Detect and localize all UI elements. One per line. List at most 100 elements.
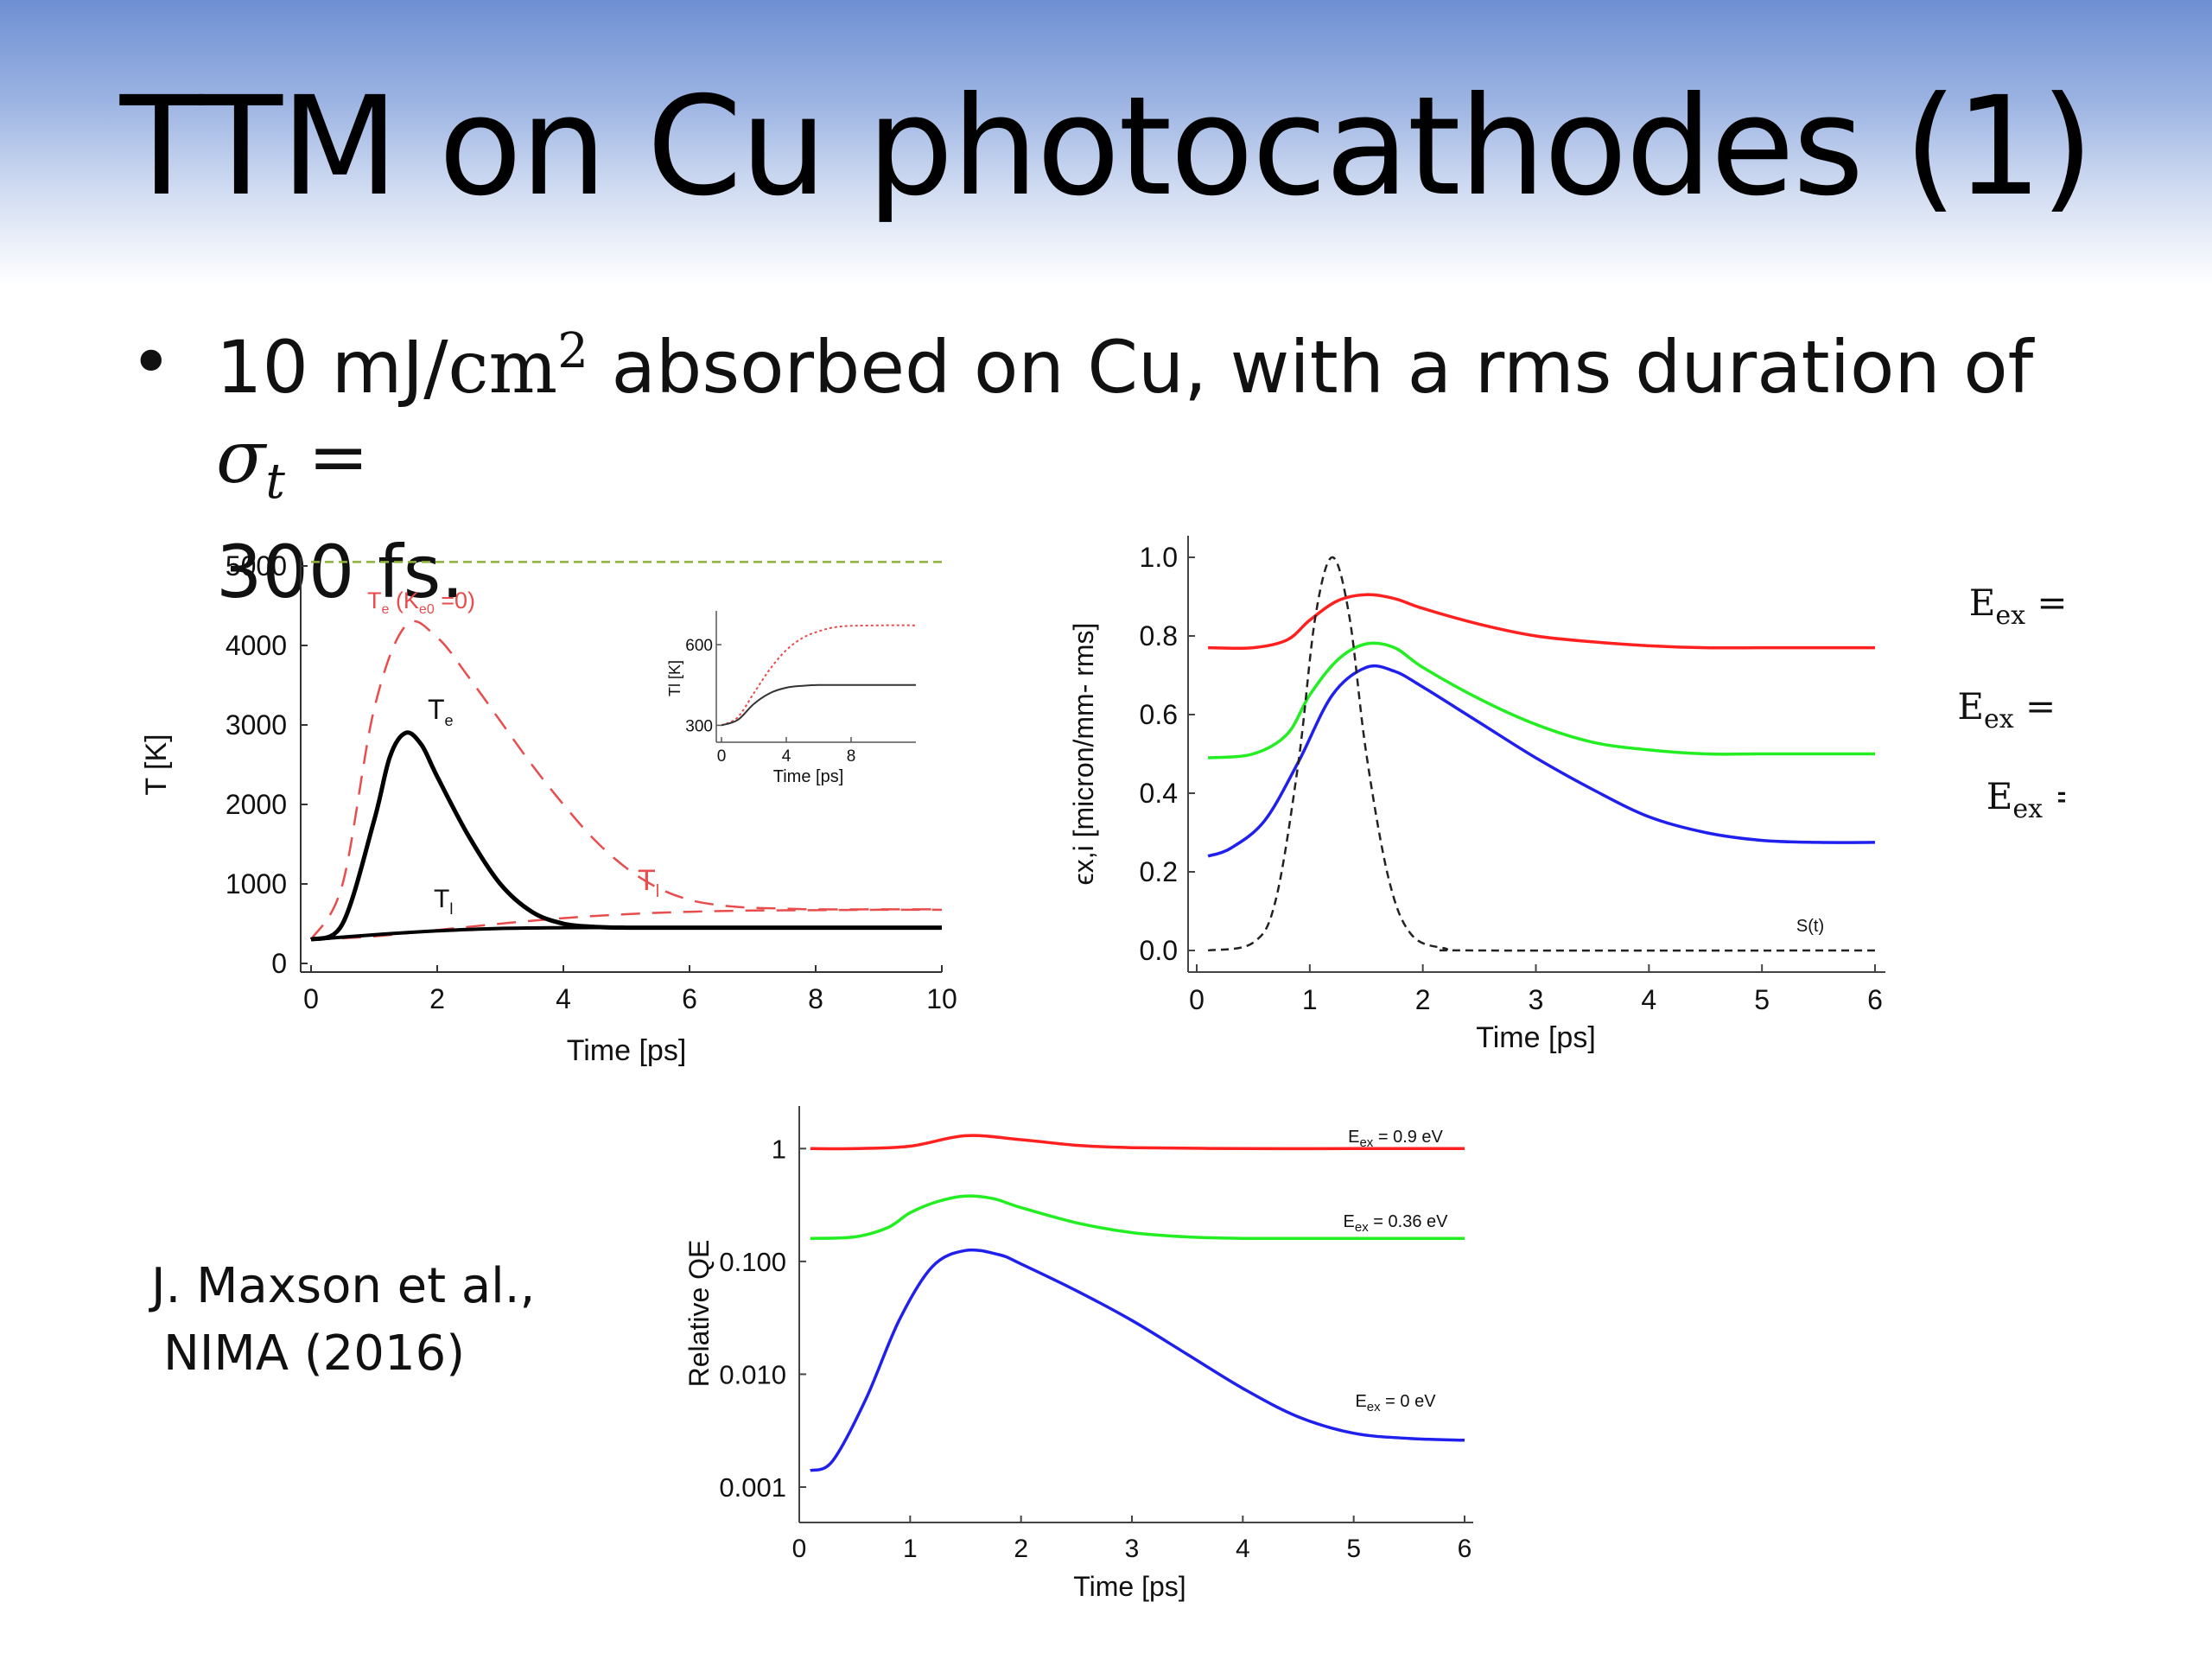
signal-label: S(t) <box>1796 917 1824 936</box>
y-tick-label: 5000 <box>226 550 287 582</box>
inset-series-line-0 <box>721 624 917 727</box>
te-ke0-label: Te (Ke0 =0) <box>367 588 475 617</box>
x-tick-label: 8 <box>808 983 823 1014</box>
series-line-3 <box>1207 556 1876 952</box>
sigma-symbol: σ <box>216 415 266 499</box>
y-tick-label: 0.2 <box>1140 856 1178 887</box>
y-tick-label: 0.010 <box>719 1359 786 1389</box>
temperature-labels: Te (Ke0 =0) Te Tl Tl <box>367 588 659 918</box>
y-axis-label: ϵx,i [micron/mm- rms] <box>1068 623 1099 886</box>
series-label-1: Eex = 0.36 eV <box>1344 1212 1449 1235</box>
x-tick-label: 1 <box>903 1535 918 1563</box>
x-tick-label: 2 <box>429 983 445 1014</box>
x-tick-label: 5 <box>1754 984 1770 1015</box>
qe-series <box>810 1134 1465 1472</box>
series-line-0 <box>1208 593 1875 651</box>
y-tick-label: 2000 <box>226 789 287 820</box>
x-tick-label: 0 <box>792 1535 807 1563</box>
bullet-equals: = <box>284 415 369 499</box>
y-tick-label: 1000 <box>226 868 287 899</box>
y-tick-label: 3000 <box>226 709 287 741</box>
series-label-0: Eex = 0.9 eV <box>1348 1128 1443 1150</box>
x-axis-label: Time [ps] <box>1073 1571 1185 1602</box>
inset-x-tick-label: 4 <box>782 747 791 766</box>
y-tick-label: 1.0 <box>1140 542 1178 573</box>
y-tick-label: 0.001 <box>719 1472 786 1503</box>
tl-label: Tl <box>434 885 453 918</box>
qe-axes: 0 1 2 3 4 5 6 1 0.100 0.010 0.001 Time [ps] Relative… <box>683 1106 1473 1602</box>
inset-y-tick-label: 300 <box>685 717 713 735</box>
x-axis-label: Time [ps] <box>567 1034 687 1067</box>
temperature-inset: 0 4 8 300 600 Time [ps] Tl [K] <box>666 611 917 786</box>
series-label-0: Eex = 0.9 eV <box>1969 582 2065 631</box>
series-line-0 <box>309 620 942 941</box>
bullet-text: 10 mJ/cm2 absorbed on Cu, with a rms dur… <box>216 307 2117 617</box>
x-axis-label: Time [ps] <box>1476 1021 1596 1054</box>
inset-y-axis-label: Tl [K] <box>666 660 683 696</box>
slide-title: TTM on Cu photocathodes (1) <box>119 67 2094 226</box>
citation-line2: NIMA (2016) <box>163 1325 466 1382</box>
bullet-text-part1: 10 mJ/ <box>216 325 448 410</box>
bullet-text-part2: absorbed on Cu, with a rms duration of <box>588 325 2034 410</box>
emittance-axes: 0 1 2 3 4 5 6 0.0 0.2 0.4 0.6 0.8 1.0 Time [ps] ϵx,i [… <box>1068 536 1885 1054</box>
citation: J. Maxson et al., NIMA (2016) <box>151 1253 535 1388</box>
series-line-1 <box>810 1194 1465 1241</box>
series-line-1 <box>310 908 943 941</box>
inset-series-line-1 <box>721 683 916 727</box>
y-tick-label: 0.8 <box>1140 620 1178 652</box>
header-band <box>0 0 2212 285</box>
series-label-2: Eex = 0 eV <box>1355 1392 1436 1414</box>
x-tick-label: 4 <box>556 983 571 1014</box>
x-tick-label: 6 <box>1458 1535 1472 1563</box>
tl-ke0-label: Tl <box>638 864 659 901</box>
y-tick-label: 0.6 <box>1140 699 1178 730</box>
emittance-labels: Eex = 0.9 eV Eex = 0.36 eV Eex = 0 eV S(t) <box>1796 582 2065 936</box>
series-line-1 <box>1207 641 1875 760</box>
y-axis-label: Relative QE <box>683 1240 715 1388</box>
qe-labels: Eex = 0.9 eV Eex = 0.36 eV Eex = 0 eV <box>1344 1128 1449 1414</box>
y-tick-label: 1 <box>772 1134 786 1164</box>
x-tick-label: 6 <box>1867 984 1883 1015</box>
y-tick-label: 0.4 <box>1140 778 1178 809</box>
y-tick-label: 0.0 <box>1140 935 1178 966</box>
series-line-2 <box>810 1248 1465 1472</box>
x-tick-label: 10 <box>926 983 957 1014</box>
inset-x-tick-label: 8 <box>847 747 856 766</box>
series-line-0 <box>810 1134 1465 1151</box>
series-line-2 <box>1207 664 1876 858</box>
series-label-1: Eex = 0.36 eV <box>1957 685 2065 734</box>
x-tick-label: 2 <box>1014 1535 1028 1563</box>
x-tick-label: 0 <box>1189 984 1205 1015</box>
y-tick-label: 4000 <box>226 630 287 661</box>
emittance-series <box>1207 556 1876 952</box>
x-tick-label: 1 <box>1302 984 1318 1015</box>
y-tick-label: 0.100 <box>719 1247 786 1277</box>
x-tick-label: 5 <box>1346 1535 1361 1563</box>
x-tick-label: 4 <box>1236 1535 1250 1563</box>
x-tick-label: 6 <box>682 983 697 1014</box>
series-line-3 <box>310 925 942 942</box>
inset-x-tick-label: 0 <box>717 747 727 766</box>
emittance-chart: 0 1 2 3 4 5 6 0.0 0.2 0.4 0.6 0.8 1.0 Time [ps] ϵx,i [… <box>1068 536 2065 1054</box>
bullet-unit-exp: 2 <box>557 323 588 379</box>
temperature-series <box>309 561 943 942</box>
citation-line1: J. Maxson et al., <box>151 1258 536 1314</box>
series-label-2: Eex = 0 eV <box>1986 775 2065 824</box>
sigma-subscript: t <box>265 453 285 510</box>
x-tick-label: 2 <box>1415 984 1431 1015</box>
qe-chart: 0 1 2 3 4 5 6 1 0.100 0.010 0.001 Time [ps] Relative… <box>683 1106 1473 1602</box>
x-tick-label: 0 <box>303 983 319 1014</box>
x-tick-label: 3 <box>1125 1535 1140 1563</box>
y-tick-label: 0 <box>271 948 287 979</box>
bullet-text-part3: 300 fs. <box>216 529 465 614</box>
bullet-unit: cm <box>448 325 558 410</box>
y-axis-label: T [K] <box>140 734 173 795</box>
inset-x-axis-label: Time [ps] <box>773 767 844 786</box>
te-label: Te <box>428 694 454 729</box>
bullet-marker: • <box>130 320 173 404</box>
x-tick-label: 4 <box>1641 984 1656 1015</box>
x-tick-label: 3 <box>1529 984 1544 1015</box>
inset-y-tick-label: 600 <box>685 637 713 655</box>
